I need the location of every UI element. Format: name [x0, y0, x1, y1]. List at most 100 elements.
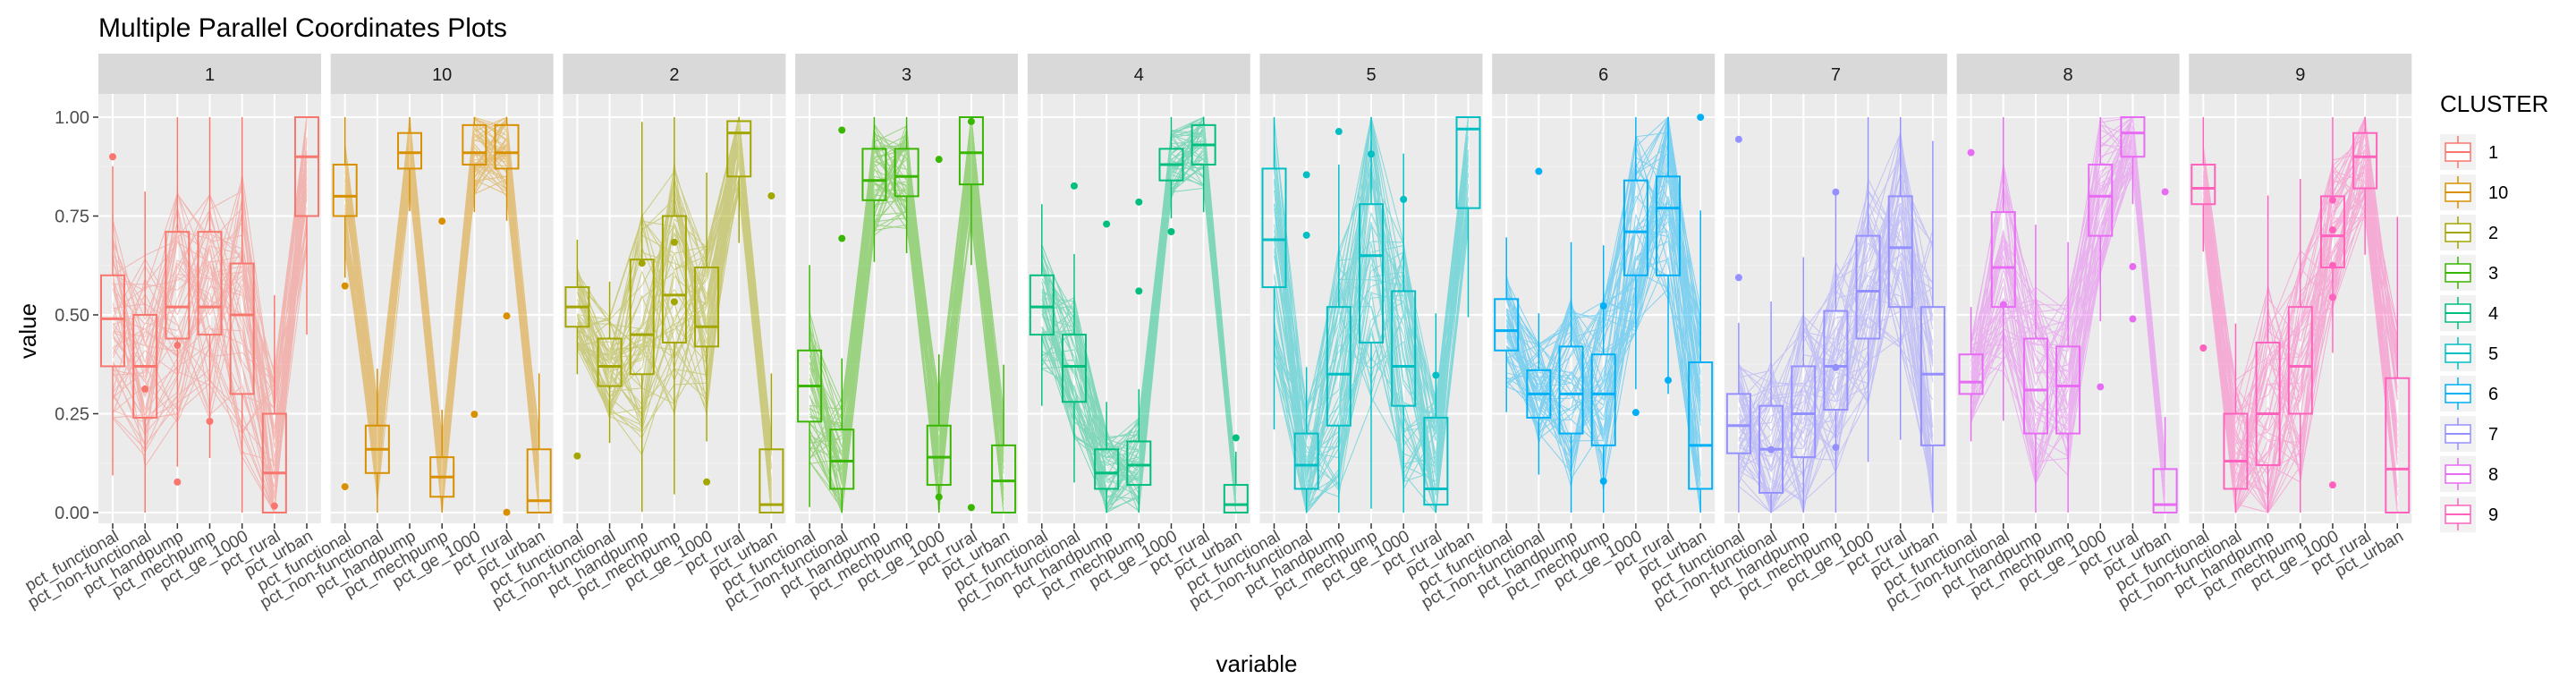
outlier-point	[1135, 198, 1143, 206]
outlier-point	[1767, 445, 1775, 454]
facet-panel-3: 3pct_functionalpct_non-functionalpct_han…	[719, 54, 1019, 613]
series-line	[809, 132, 1004, 511]
legend-entry-9: 9	[2440, 496, 2498, 532]
facet-panel-2: 2pct_functionalpct_non-functionalpct_han…	[487, 54, 786, 613]
outlier-point	[1665, 377, 1673, 385]
facet-label: 2	[669, 65, 679, 85]
y-tick-label: 0.25	[55, 405, 89, 425]
outlier-point	[1167, 227, 1175, 235]
y-axis: 0.00 0.25 0.50 0.75 1.00	[55, 108, 98, 523]
series-line	[2202, 162, 2398, 514]
outlier-point	[2328, 481, 2336, 489]
series-line	[1041, 129, 1237, 494]
legend-entry-8: 8	[2440, 456, 2498, 492]
box	[661, 215, 687, 344]
outlier-point	[2328, 196, 2336, 204]
outlier-point	[1302, 231, 1310, 239]
outlier-point	[2328, 261, 2336, 269]
outlier-point	[1832, 188, 1840, 196]
outlier-point	[838, 126, 846, 134]
box	[991, 444, 1017, 513]
box	[1126, 440, 1152, 487]
box	[165, 231, 191, 340]
y-tick-label: 0.00	[55, 504, 89, 523]
outlier-point	[141, 385, 149, 393]
facet-panel-7: 7pct_functionalpct_non-functionalpct_han…	[1648, 54, 1947, 613]
series-line	[2202, 185, 2398, 464]
box	[1688, 361, 1714, 490]
legend-label: 10	[2488, 183, 2508, 203]
series-line	[344, 123, 540, 484]
outlier-point	[967, 504, 975, 512]
legend-label: 8	[2488, 465, 2498, 485]
legend-label: 3	[2488, 264, 2498, 284]
outlier-point	[1599, 302, 1607, 310]
outlier-point	[1967, 148, 1975, 157]
box	[629, 259, 655, 376]
outlier-point	[1135, 287, 1143, 295]
box	[1223, 484, 1249, 513]
facet-panel-10: 10pct_functionalpct_non-functionalpct_ha…	[254, 54, 554, 613]
box	[829, 428, 855, 490]
series-line	[576, 125, 772, 496]
box	[1919, 306, 1945, 446]
box	[1494, 298, 1520, 352]
box	[1423, 416, 1449, 506]
facet-label: 9	[2295, 65, 2305, 85]
legend-entry-7: 7	[2440, 416, 2498, 452]
outlier-point	[703, 478, 711, 486]
outlier-point	[341, 483, 349, 491]
outlier-point	[174, 342, 182, 350]
legend-label: 9	[2488, 505, 2498, 525]
box	[294, 116, 319, 217]
box	[2152, 468, 2178, 514]
box	[2120, 116, 2146, 158]
outlier-point	[1599, 477, 1607, 485]
box	[1261, 167, 1287, 289]
outlier-point	[670, 238, 678, 246]
facet-strip	[1724, 54, 1947, 94]
legend-label: 5	[2488, 344, 2498, 364]
series-line	[112, 116, 308, 430]
series-line	[1970, 138, 2166, 475]
legend-label: 4	[2488, 304, 2498, 324]
legend-entry-3: 3	[2440, 255, 2498, 291]
box	[1887, 195, 1913, 309]
outlier-point	[1070, 182, 1078, 190]
box	[2352, 131, 2378, 190]
legend-label: 6	[2488, 385, 2498, 404]
series-line	[577, 138, 772, 505]
outlier-point	[1103, 220, 1111, 228]
series-line	[809, 160, 1004, 463]
box	[526, 448, 552, 513]
outlier-point	[1335, 128, 1343, 136]
outlier-point	[935, 493, 943, 501]
outlier-point	[1697, 114, 1705, 122]
outlier-point	[2097, 383, 2105, 391]
outlier-point	[573, 452, 581, 460]
y-axis-title: value	[14, 303, 41, 359]
y-tick-label: 0.75	[55, 208, 89, 227]
outlier-point	[1832, 444, 1840, 452]
facet-label: 7	[1831, 65, 1841, 85]
outlier-point	[1432, 371, 1440, 379]
facet-label: 3	[902, 65, 911, 85]
outlier-point	[438, 217, 446, 225]
x-axis-title: variable	[1216, 650, 1297, 677]
facet-label: 1	[205, 65, 215, 85]
outlier-point	[935, 156, 943, 164]
outlier-point	[838, 234, 846, 242]
series-line	[344, 116, 540, 496]
legend-entry-5: 5	[2440, 335, 2498, 371]
box	[758, 448, 784, 513]
box	[1590, 353, 1616, 446]
series-line	[2202, 143, 2398, 425]
box	[2255, 341, 2281, 466]
facet-label: 4	[1134, 65, 1144, 85]
facet-panel-9: 9pct_functionalpct_non-functionalpct_han…	[2113, 54, 2412, 613]
outlier-point	[967, 117, 975, 125]
outlier-point	[767, 191, 775, 199]
series-line	[1970, 143, 2166, 513]
legend-label: 7	[2488, 425, 2498, 445]
